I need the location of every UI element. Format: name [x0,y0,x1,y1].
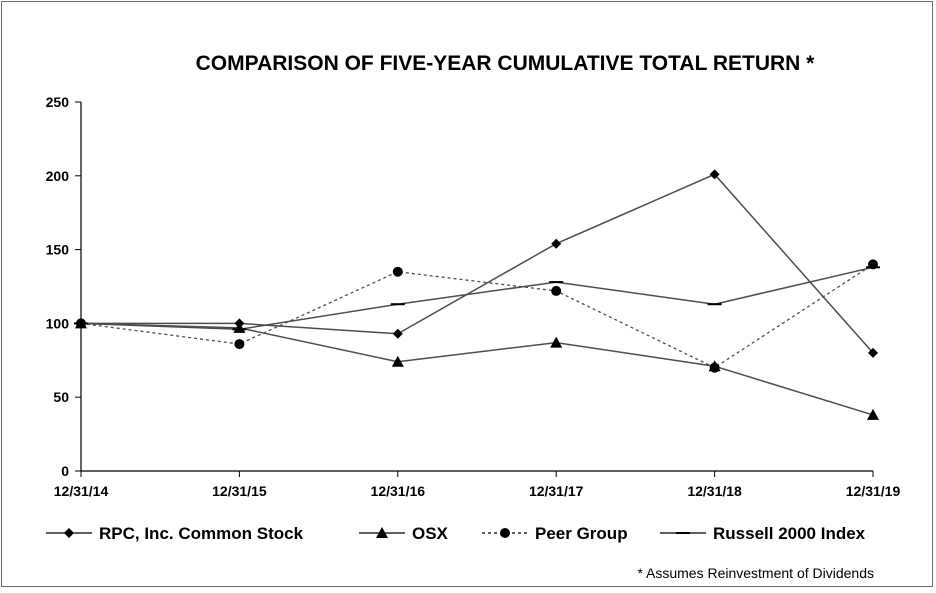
data-point [391,355,404,367]
axes: 0 50 100 150 200 250 12/31/14 12/31/15 12/31/16 1… [46,94,901,499]
y-tick-label: 150 [46,242,70,258]
data-point [867,408,879,420]
y-tick-label: 100 [46,315,70,331]
data-point [234,339,245,350]
legend-label: Russell 2000 Index [713,524,866,543]
series-line [80,266,874,331]
data-point [392,266,403,277]
series-rpc-inc-common-stock [76,169,878,358]
legend: RPC, Inc. Common Stock OSX Peer Group Russe… [46,524,866,543]
series-osx [75,317,879,420]
series-russell-2000-index [74,266,880,331]
legend-label: OSX [412,524,449,543]
data-point [551,285,562,296]
legend-entry: RPC, Inc. Common Stock [46,524,304,543]
legend-marker [64,528,74,538]
chart-title: COMPARISON OF FIVE-YEAR CUMULATIVE TOTAL… [196,52,816,75]
data-point [709,362,720,373]
data-point [709,169,720,180]
x-tick-label: 12/31/16 [371,483,426,499]
series-layer [74,169,880,420]
y-tick-label: 0 [61,463,69,479]
x-tick-label: 12/31/17 [529,483,584,499]
legend-entry: Russell 2000 Index [660,524,866,543]
legend-marker [500,528,510,538]
legend-label: RPC, Inc. Common Stock [99,524,304,543]
data-point [551,238,562,249]
series-peer-group [76,259,878,373]
x-tick-label: 12/31/18 [687,483,742,499]
x-tick-label: 12/31/14 [54,483,109,499]
legend-marker [376,527,388,538]
footnote: * Assumes Reinvestment of Dividends [637,565,874,581]
legend-label: Peer Group [535,524,628,543]
series-line [80,263,874,369]
y-tick-label: 50 [53,389,69,405]
legend-entry: OSX [359,524,449,543]
y-tick-label: 200 [46,168,70,184]
data-point [392,328,403,339]
x-tick-label: 12/31/15 [212,483,267,499]
x-tick-label: 12/31/19 [846,483,901,499]
data-point [868,347,878,358]
data-point [550,336,563,348]
series-line [80,322,874,416]
y-tick-label: 250 [46,94,70,110]
series-line [81,173,874,354]
legend-entry: Peer Group [482,524,628,543]
